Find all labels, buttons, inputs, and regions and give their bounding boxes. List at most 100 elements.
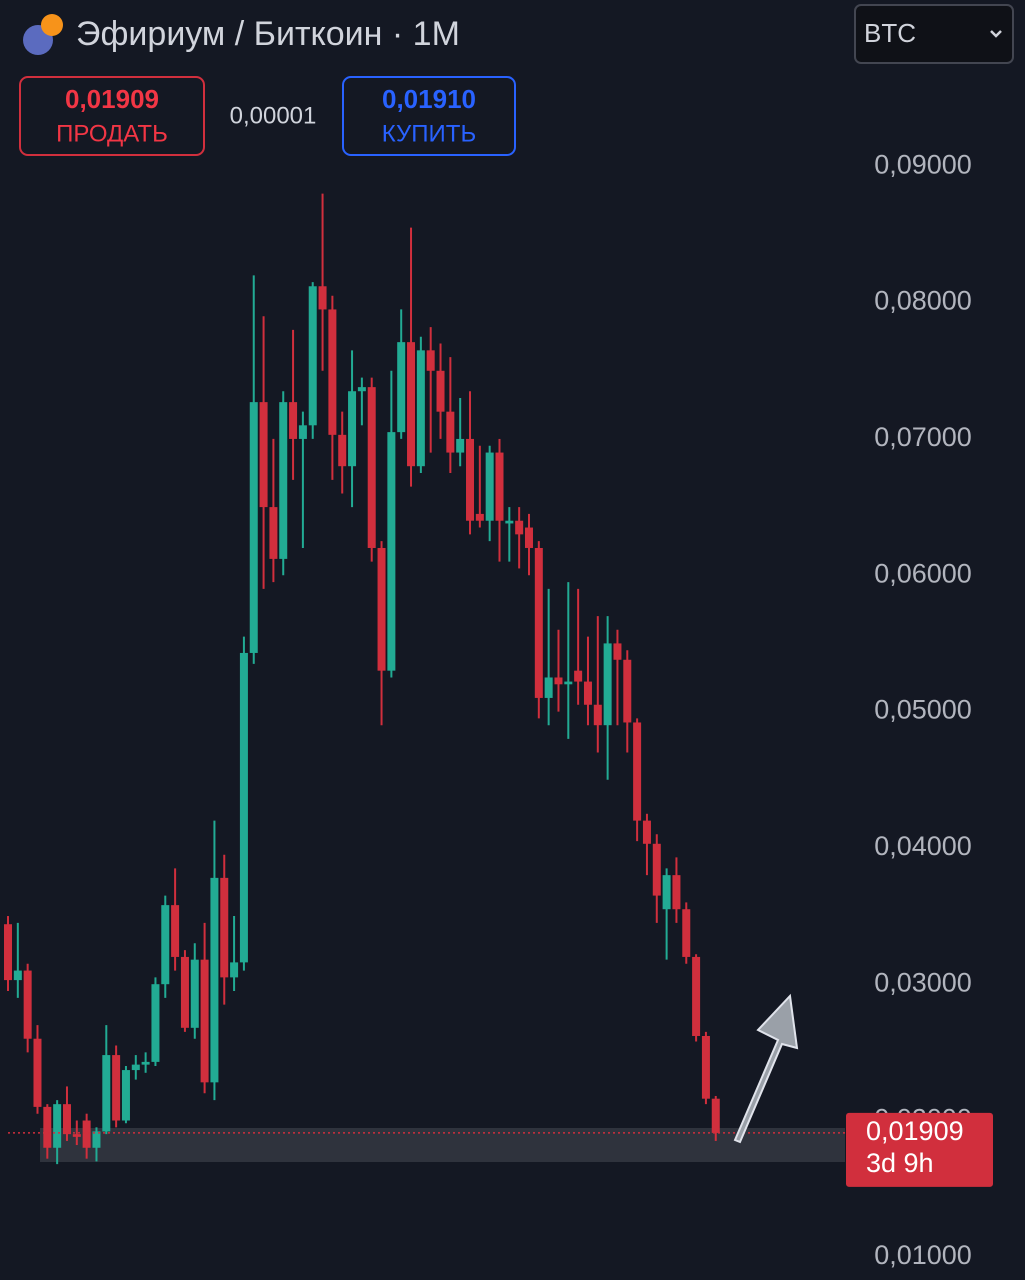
candle-body: [603, 643, 612, 726]
candle-body: [623, 659, 632, 723]
candle-body: [701, 1035, 710, 1099]
y-tick-label: 0,05000: [874, 695, 972, 725]
candle-body: [554, 677, 563, 685]
candle-body: [436, 370, 445, 412]
candle-body: [220, 877, 229, 978]
candle-body: [121, 1070, 130, 1121]
candle-body: [387, 432, 396, 671]
candle-body: [62, 1104, 71, 1135]
candle-body: [72, 1134, 81, 1137]
candle-body: [4, 924, 12, 981]
candle-body: [426, 350, 435, 371]
candle-body: [544, 677, 553, 698]
candle-body: [23, 970, 32, 1039]
candle-body: [200, 959, 209, 1083]
candle-body: [279, 402, 288, 559]
candle-body: [357, 387, 366, 392]
candle-body: [662, 875, 671, 910]
countdown-label: 3d 9h: [866, 1148, 934, 1178]
candle-body: [112, 1055, 121, 1121]
candle-body: [583, 681, 592, 705]
currency-select[interactable]: [854, 4, 1014, 64]
candle-body: [505, 520, 514, 524]
buy-price[interactable]: 0,01910: [382, 84, 476, 114]
btc-icon: [41, 14, 63, 36]
candle-body: [711, 1098, 720, 1133]
pair-title: Эфириум / Биткоин · 1М: [76, 15, 460, 53]
sell-button[interactable]: [19, 76, 205, 156]
plot: 0,010000,020000,030000,040000,050000,060…: [4, 149, 993, 1270]
candle-body: [151, 984, 160, 1062]
buy-label[interactable]: КУПИТЬ: [382, 120, 476, 147]
sell-price[interactable]: 0,01909: [65, 84, 159, 114]
candle-body: [230, 962, 239, 978]
candle-body: [397, 342, 406, 433]
candle-body: [180, 956, 189, 1028]
y-tick-label: 0,06000: [874, 558, 972, 588]
y-tick-label: 0,04000: [874, 831, 972, 861]
candle-body: [298, 425, 307, 439]
candle-body: [141, 1061, 150, 1065]
buy-button[interactable]: [342, 76, 516, 156]
candle-body: [633, 722, 642, 821]
annotation-arrow: [733, 993, 799, 1144]
candle-body: [534, 547, 543, 698]
candle-body: [13, 970, 22, 981]
candle-body: [249, 402, 258, 653]
currency-value[interactable]: BTC: [864, 18, 916, 48]
y-tick-label: 0,08000: [874, 286, 972, 316]
candle-body: [190, 959, 199, 1028]
candle-body: [171, 905, 180, 957]
candle-body: [495, 452, 504, 521]
candle-body: [642, 820, 651, 844]
candle-body: [475, 513, 484, 521]
candle-body: [348, 391, 357, 467]
candle-body: [102, 1055, 111, 1132]
spread: 0,00001: [230, 102, 317, 129]
candle-body: [407, 342, 416, 467]
dropdown-arrow: [990, 30, 1002, 38]
candle-body: [161, 905, 170, 985]
last-price-label: 0,01909: [866, 1116, 964, 1146]
candle-body: [524, 527, 533, 548]
candle-body: [466, 438, 475, 521]
candle-body: [692, 956, 701, 1036]
candle-body: [485, 452, 494, 521]
candle-body: [239, 652, 248, 963]
candle-body: [210, 877, 219, 1083]
candle-body: [33, 1038, 42, 1107]
y-tick-label: 0,01000: [874, 1240, 972, 1270]
candle-body: [515, 520, 524, 535]
candle-body: [446, 411, 455, 453]
candle-body: [308, 286, 317, 426]
candle-body: [416, 350, 425, 467]
candle-body: [613, 643, 622, 660]
candle-body: [53, 1104, 62, 1148]
candle-body: [682, 909, 691, 957]
candle-body: [338, 434, 347, 467]
candle-body: [92, 1131, 101, 1148]
last-price-tag: [846, 1112, 993, 1187]
candle-body: [652, 843, 661, 896]
y-tick-label: 0,09000: [874, 149, 972, 179]
candle-body: [82, 1120, 91, 1148]
candle-body: [269, 507, 278, 559]
y-tick-label: 0,03000: [874, 967, 972, 997]
candle-body: [574, 670, 583, 682]
y-tick-label: 0,07000: [874, 422, 972, 452]
candle-body: [131, 1064, 140, 1071]
candle-body: [672, 875, 681, 910]
candle-body: [377, 547, 386, 671]
sell-label[interactable]: ПРОДАТЬ: [56, 120, 168, 147]
candle-body: [564, 681, 573, 685]
support-zone: [40, 1128, 845, 1162]
candle-body: [456, 438, 465, 453]
candle-body: [259, 402, 268, 508]
candle-body: [318, 286, 327, 310]
candle-body: [328, 309, 337, 435]
candle-body: [593, 704, 602, 726]
candle-body: [289, 402, 298, 439]
candle-body: [367, 387, 376, 548]
